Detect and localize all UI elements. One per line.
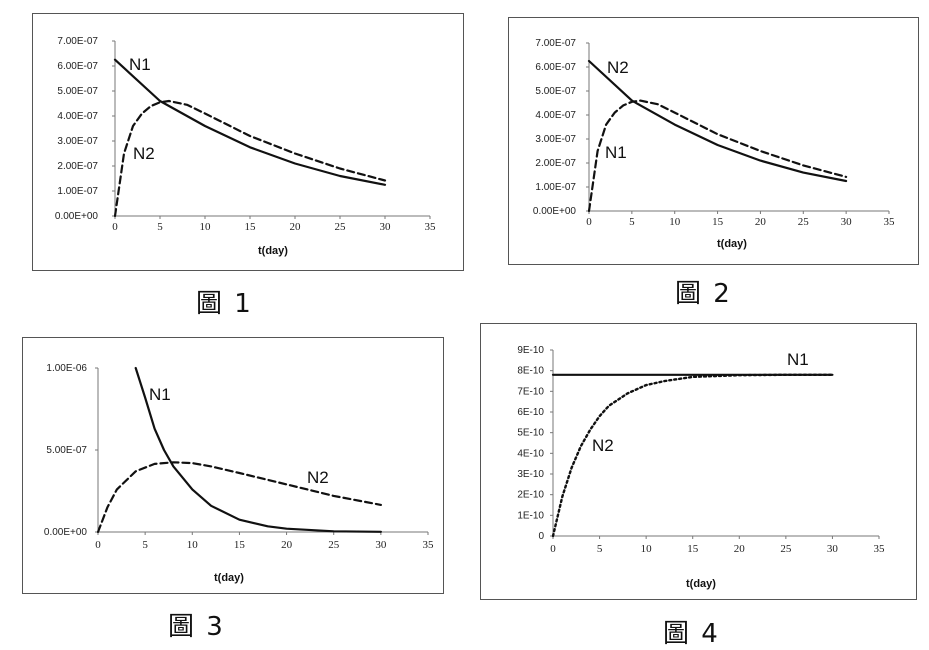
figure-caption-4: 圖 4 [663, 619, 720, 649]
y-tick-label: 0.00E+00 [44, 527, 88, 538]
x-tick-label: 25 [780, 543, 792, 555]
series-label-n2: N2 [307, 468, 329, 487]
y-tick-label: 1E-10 [517, 510, 544, 521]
series-line-n2 [113, 99, 387, 218]
x-axis-title: t(day) [717, 238, 747, 250]
y-tick-label: 8E-10 [517, 366, 544, 377]
chart-2-svg: 0.00E+00 1.00E-07 2.00E-07 3.00E-07 4.00E-07… [533, 38, 896, 250]
y-tick-label: 7E-10 [517, 386, 544, 397]
x-tick-label: 10 [641, 543, 653, 555]
y-tick-label: 0 [538, 531, 544, 542]
y-tick-label: 7.00E-07 [535, 38, 576, 49]
figure-caption-3: 圖 3 [168, 612, 225, 642]
x-tick-label: 30 [827, 543, 839, 555]
y-tick-label: 4.00E-07 [57, 111, 98, 122]
y-tick-label: 5.00E-07 [57, 86, 98, 97]
y-tick-label: 0.00E+00 [533, 206, 577, 217]
y-tick-label: 7.00E-07 [57, 36, 98, 47]
x-tick-label: 25 [328, 539, 340, 551]
y-tick-label: 5E-10 [517, 428, 544, 439]
series-label-n1: N1 [149, 385, 171, 404]
chart-panel-3: 0.00E+00 5.00E-07 1.00E-06 0 5 10 15 20 25 30 35 t(… [22, 337, 444, 594]
y-tick-label: 6.00E-07 [57, 61, 98, 72]
x-axis-title: t(day) [258, 245, 288, 257]
x-tick-label: 25 [798, 216, 810, 228]
x-tick-label: 20 [281, 539, 293, 551]
x-tick-label: 20 [755, 216, 767, 228]
x-tick-label: 15 [245, 221, 257, 233]
x-tick-label: 10 [669, 216, 681, 228]
x-tick-label: 15 [712, 216, 724, 228]
y-tick-label: 2.00E-07 [535, 158, 576, 169]
y-tick-label: 9E-10 [517, 345, 544, 356]
series-line-n2 [551, 373, 834, 538]
x-tick-label: 20 [734, 543, 746, 555]
x-axis-title: t(day) [686, 578, 716, 590]
x-tick-label: 0 [586, 216, 592, 228]
x-tick-label: 15 [234, 539, 246, 551]
y-tick-label: 5.00E-07 [535, 86, 576, 97]
y-tick-label: 4.00E-07 [535, 110, 576, 121]
x-tick-label: 25 [335, 221, 347, 233]
x-tick-label: 15 [687, 543, 699, 555]
y-tick-label: 4E-10 [517, 448, 544, 459]
x-tick-label: 35 [425, 221, 437, 233]
chart-3-svg: 0.00E+00 5.00E-07 1.00E-06 0 5 10 15 20 25 30 35 t(… [44, 363, 435, 584]
y-tick-label: 3.00E-07 [535, 134, 576, 145]
x-tick-label: 0 [550, 543, 556, 555]
x-tick-label: 10 [200, 221, 212, 233]
y-tick-label: 6E-10 [517, 407, 544, 418]
series-line-n1 [134, 366, 382, 533]
y-tick-label: 3.00E-07 [57, 136, 98, 147]
x-axis-title: t(day) [214, 572, 244, 584]
chart-1-svg: 0.00E+00 1.00E-07 2.00E-07 3.00E-07 4.00E-07… [55, 36, 437, 257]
series-line-n1 [113, 58, 387, 186]
x-tick-label: 35 [884, 216, 896, 228]
series-label-n2: N2 [607, 58, 629, 77]
series-label-n1: N1 [605, 143, 627, 162]
y-tick-label: 2.00E-07 [57, 161, 98, 172]
x-tick-label: 35 [423, 539, 435, 551]
y-tick-label: 6.00E-07 [535, 62, 576, 73]
x-tick-label: 10 [187, 539, 199, 551]
series-label-n2: N2 [592, 436, 614, 455]
x-tick-label: 30 [380, 221, 392, 233]
series-label-n2: N2 [133, 144, 155, 163]
chart-panel-4: 0 1E-10 2E-10 3E-10 4E-10 5E-10 6E-10 7E-10 8E-1… [480, 323, 917, 600]
y-tick-label: 2E-10 [517, 490, 544, 501]
x-tick-label: 0 [112, 221, 118, 233]
x-tick-label: 30 [841, 216, 853, 228]
x-tick-label: 20 [290, 221, 302, 233]
x-tick-label: 35 [874, 543, 886, 555]
x-tick-label: 5 [597, 543, 603, 555]
x-tick-label: 5 [157, 221, 163, 233]
series-line-n2 [587, 59, 848, 183]
y-tick-label: 1.00E-06 [46, 363, 87, 374]
x-tick-label: 0 [95, 539, 101, 551]
y-tick-label: 1.00E-07 [535, 182, 576, 193]
x-tick-label: 5 [629, 216, 635, 228]
series-line-n2 [96, 461, 382, 534]
chart-panel-1: 0.00E+00 1.00E-07 2.00E-07 3.00E-07 4.00E-07… [32, 13, 464, 271]
series-label-n1: N1 [787, 350, 809, 369]
y-tick-label: 5.00E-07 [46, 445, 87, 456]
x-tick-label: 5 [142, 539, 148, 551]
y-tick-label: 0.00E+00 [55, 211, 99, 222]
series-label-n1: N1 [129, 55, 151, 74]
figure-caption-1: 圖 1 [196, 289, 253, 319]
chart-4-svg: 0 1E-10 2E-10 3E-10 4E-10 5E-10 6E-10 7E-10 8E-1… [517, 345, 886, 590]
chart-panel-2: 0.00E+00 1.00E-07 2.00E-07 3.00E-07 4.00E-07… [508, 17, 919, 265]
series-line-n1 [587, 99, 848, 213]
x-tick-label: 30 [375, 539, 387, 551]
y-tick-label: 1.00E-07 [57, 186, 98, 197]
figure-caption-2: 圖 2 [675, 279, 732, 309]
y-tick-label: 3E-10 [517, 469, 544, 480]
